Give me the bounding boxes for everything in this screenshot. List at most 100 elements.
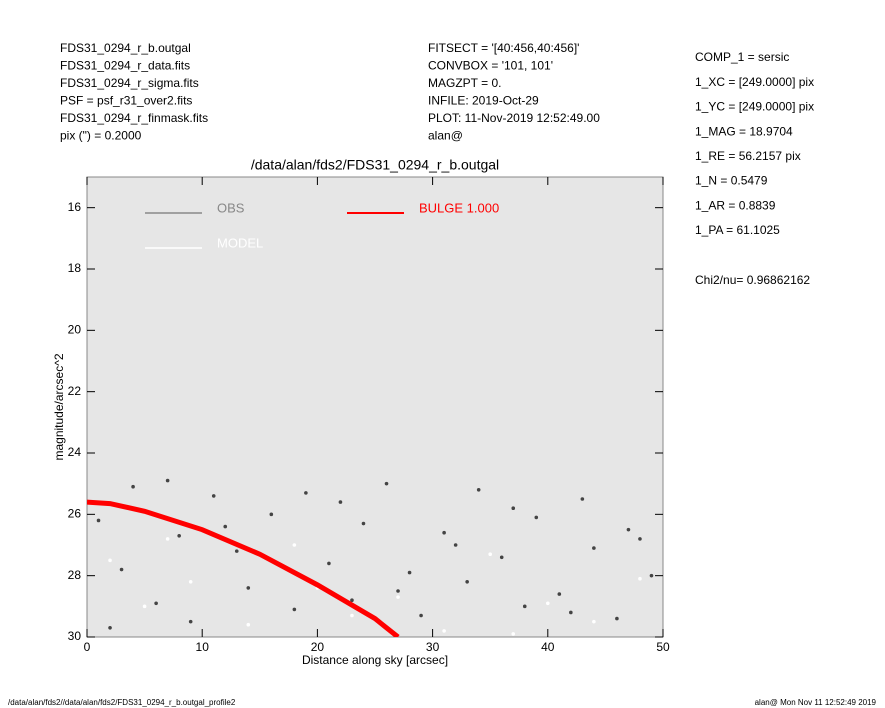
- data-point: [626, 527, 631, 532]
- data-point: [465, 580, 469, 584]
- chart-title: /data/alan/fds2/FDS31_0294_r_b.outgal: [251, 157, 499, 173]
- fit-param: 1_MAG = 18.9704: [695, 124, 793, 138]
- data-point: [154, 601, 158, 606]
- y-axis-label: magnitude/arcsec^2: [52, 353, 66, 460]
- info-middle: INFILE: 2019-Oct-29: [428, 94, 539, 108]
- data-point: [223, 524, 228, 529]
- data-point: [338, 500, 343, 504]
- y-tick-label: 22: [68, 384, 82, 398]
- x-tick-label: 40: [541, 640, 555, 654]
- x-tick-label: 0: [84, 640, 91, 654]
- x-tick-label: 20: [311, 640, 325, 654]
- data-point: [108, 626, 112, 630]
- info-left: FDS31_0294_r_data.fits: [60, 59, 190, 73]
- info-left: FDS31_0294_r_sigma.fits: [60, 76, 199, 90]
- profile-line: [87, 499, 400, 637]
- y-tick-label: 26: [68, 507, 82, 521]
- data-point: [234, 549, 239, 553]
- data-point: [649, 573, 654, 578]
- data-point: [557, 592, 562, 596]
- info-middle: CONVBOX = '101, 101': [428, 59, 553, 73]
- data-point: [361, 521, 366, 526]
- data-point: [350, 613, 354, 618]
- y-tick-label: 16: [68, 200, 82, 214]
- footer-right: alan@ Mon Nov 11 12:52:49 2019: [755, 698, 877, 707]
- y-tick-label: 28: [68, 568, 82, 582]
- data-point: [269, 512, 274, 517]
- info-middle: PLOT: 11-Nov-2019 12:52:49.00: [428, 111, 600, 125]
- fit-param: COMP_1 = sersic: [695, 50, 789, 64]
- y-tick-label: 20: [68, 323, 82, 337]
- data-point: [592, 546, 596, 550]
- data-point: [350, 598, 354, 602]
- data-point: [327, 561, 331, 566]
- data-point: [522, 604, 527, 609]
- data-point: [188, 580, 193, 584]
- y-tick-label: 24: [68, 445, 82, 459]
- data-point: [511, 506, 516, 511]
- data-point: [476, 488, 481, 492]
- info-left: PSF = psf_r31_over2.fits: [60, 94, 192, 108]
- data-point: [131, 484, 135, 489]
- data-point: [499, 555, 504, 560]
- fit-param: 1_YC = [249.0000] pix: [695, 100, 814, 114]
- data-point: [188, 619, 193, 624]
- data-point: [304, 491, 308, 495]
- plot-area: [86, 176, 664, 638]
- y-tick-label: 30: [68, 629, 82, 643]
- data-point: [384, 481, 389, 486]
- data-point: [511, 632, 516, 636]
- info-left: FDS31_0294_r_b.outgal: [60, 41, 191, 55]
- fit-param: 1_N = 0.5479: [695, 174, 768, 188]
- x-tick-label: 10: [196, 640, 210, 654]
- fit-param: 1_AR = 0.8839: [695, 198, 776, 212]
- data-point: [396, 595, 400, 599]
- chi2: Chi2/nu= 0.96862162: [695, 273, 810, 287]
- data-point: [638, 576, 642, 581]
- x-tick-label: 50: [656, 640, 670, 654]
- x-axis-label: Distance along sky [arcsec]: [302, 653, 448, 667]
- y-tick-label: 18: [68, 261, 82, 275]
- data-point: [419, 613, 423, 618]
- info-middle: FITSECT = '[40:456,40:456]': [428, 41, 579, 55]
- data-point: [442, 530, 446, 535]
- data-point: [292, 543, 297, 547]
- data-point: [396, 589, 400, 593]
- fit-param: 1_RE = 56.2157 pix: [695, 149, 801, 163]
- data-point: [165, 537, 170, 541]
- info-left: FDS31_0294_r_finmask.fits: [60, 111, 208, 125]
- data-point: [142, 604, 147, 609]
- data-point: [292, 607, 297, 612]
- data-point: [580, 497, 585, 501]
- data-point: [96, 518, 101, 523]
- fit-param: 1_PA = 61.1025: [695, 223, 780, 237]
- info-middle: alan@: [428, 129, 463, 143]
- data-point: [488, 552, 493, 556]
- data-point: [177, 534, 181, 538]
- x-tick-label: 30: [426, 640, 440, 654]
- plot-content: [87, 478, 654, 637]
- data-point: [592, 619, 596, 624]
- data-point: [246, 622, 251, 627]
- data-point: [534, 515, 539, 520]
- data-point: [407, 570, 412, 575]
- legend-label: BULGE 1.000: [419, 200, 499, 215]
- info-left: pix (") = 0.2000: [60, 129, 142, 143]
- legend-label: MODEL: [217, 235, 263, 250]
- data-point: [453, 543, 458, 547]
- info-middle: MAGZPT = 0.: [428, 76, 501, 90]
- data-point: [211, 494, 216, 498]
- data-point: [546, 601, 550, 606]
- data-point: [246, 586, 251, 590]
- data-point: [638, 537, 642, 541]
- legend-label: OBS: [217, 200, 245, 215]
- data-point: [108, 558, 112, 563]
- data-point: [165, 478, 170, 483]
- data-point: [615, 616, 619, 621]
- footer-left: /data/alan/fds2//data/alan/fds2/FDS31_02…: [8, 698, 236, 707]
- data-point: [569, 610, 573, 615]
- data-point: [119, 567, 124, 572]
- data-point: [442, 629, 446, 633]
